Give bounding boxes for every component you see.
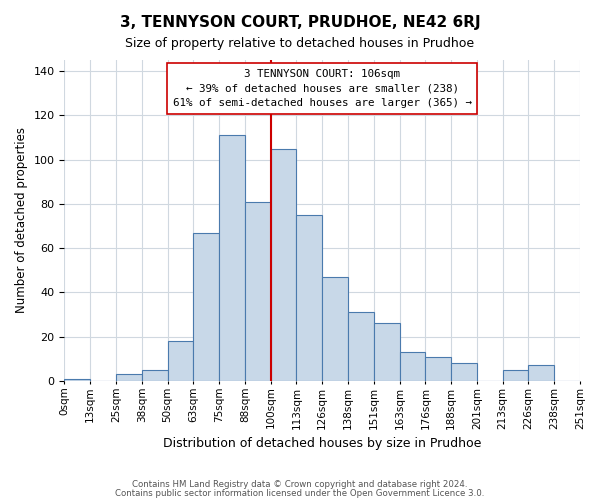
Bar <box>116 374 142 381</box>
X-axis label: Distribution of detached houses by size in Prudhoe: Distribution of detached houses by size … <box>163 437 481 450</box>
Bar <box>219 136 245 381</box>
Text: 3, TENNYSON COURT, PRUDHOE, NE42 6RJ: 3, TENNYSON COURT, PRUDHOE, NE42 6RJ <box>119 15 481 30</box>
Bar <box>296 215 322 381</box>
Bar <box>167 341 193 381</box>
Bar <box>322 277 348 381</box>
Bar <box>529 366 554 381</box>
Bar <box>245 202 271 381</box>
Text: Size of property relative to detached houses in Prudhoe: Size of property relative to detached ho… <box>125 38 475 51</box>
Text: Contains public sector information licensed under the Open Government Licence 3.: Contains public sector information licen… <box>115 489 485 498</box>
Bar <box>193 232 219 381</box>
Bar <box>400 352 425 381</box>
Bar <box>271 148 296 381</box>
Text: 3 TENNYSON COURT: 106sqm
← 39% of detached houses are smaller (238)
61% of semi-: 3 TENNYSON COURT: 106sqm ← 39% of detach… <box>173 69 472 108</box>
Bar <box>425 356 451 381</box>
Text: Contains HM Land Registry data © Crown copyright and database right 2024.: Contains HM Land Registry data © Crown c… <box>132 480 468 489</box>
Y-axis label: Number of detached properties: Number of detached properties <box>15 128 28 314</box>
Bar <box>503 370 529 381</box>
Bar <box>348 312 374 381</box>
Bar <box>64 379 90 381</box>
Bar <box>374 324 400 381</box>
Bar <box>451 364 477 381</box>
Bar <box>142 370 167 381</box>
